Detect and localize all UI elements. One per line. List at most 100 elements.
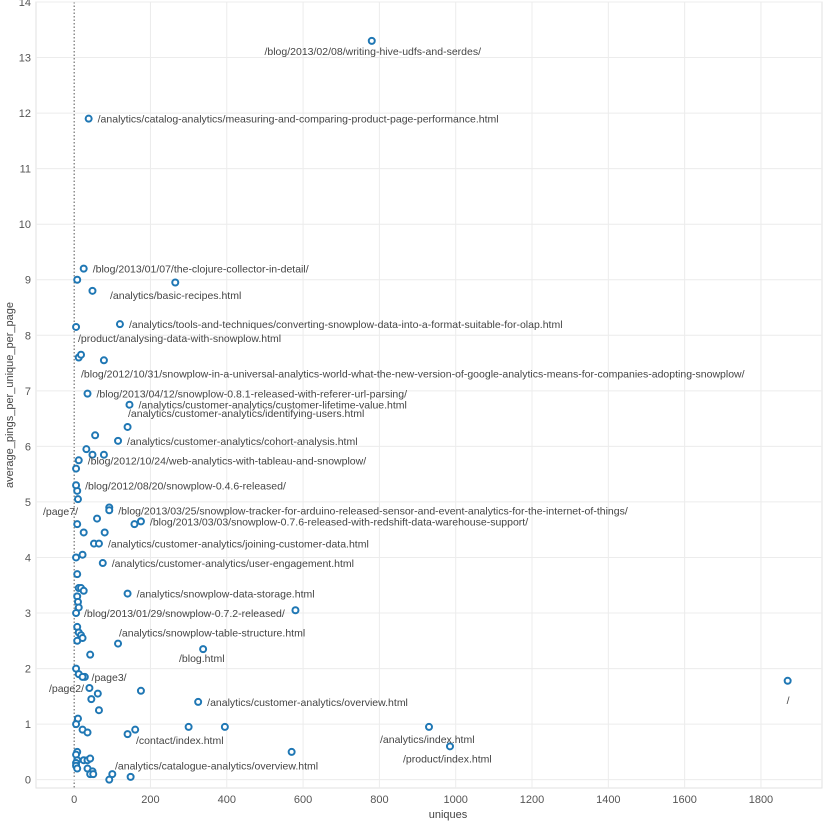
y-tick-label: 12 (19, 108, 31, 120)
data-point (73, 495, 82, 504)
data-point (220, 722, 229, 731)
data-point (126, 772, 135, 781)
data-point (94, 539, 103, 548)
data-point (93, 689, 102, 698)
data-point (123, 589, 132, 598)
data-point (72, 322, 81, 331)
data-point (194, 697, 203, 706)
data-point (72, 553, 81, 562)
data-point (99, 356, 108, 365)
data-point (72, 481, 81, 490)
point-label: /blog/2013/04/12/snowplow-0.8.1-released… (97, 389, 408, 401)
data-point (73, 520, 82, 529)
data-point (171, 278, 180, 287)
y-tick-label: 8 (25, 330, 31, 342)
x-tick-label: 1000 (443, 794, 467, 806)
point-label: /page2/ (49, 683, 84, 695)
point-label: /analytics/customer-analytics/customer-l… (138, 400, 406, 412)
point-label: /analytics/catalogue-analytics/overview.… (115, 761, 318, 773)
y-axis-title: average_pings_per_unique_per_page (4, 302, 16, 488)
x-tick-label: 1800 (749, 794, 773, 806)
data-point (86, 650, 95, 659)
data-point (184, 722, 193, 731)
data-point (136, 517, 145, 526)
point-label: /analytics/snowplow-data-storage.html (137, 589, 315, 601)
y-tick-label: 4 (25, 552, 31, 564)
data-point (105, 775, 114, 784)
y-tick-label: 10 (19, 219, 31, 231)
data-point (79, 528, 88, 537)
point-label: /page3/ (92, 672, 127, 684)
data-point (130, 520, 139, 529)
data-point (114, 639, 123, 648)
gridlines (35, 1, 823, 789)
point-label: /analytics/tools-and-techniques/converti… (129, 319, 563, 331)
point-label: /blog.html (179, 653, 225, 665)
data-point (89, 770, 98, 779)
data-point (98, 559, 107, 568)
y-tick-label: 3 (25, 608, 31, 620)
point-label: /blog/2013/01/29/snowplow-0.7.2-released… (84, 608, 285, 620)
point-label: /blog/2012/10/31/snowplow-in-a-universal… (81, 368, 745, 380)
data-point (115, 320, 124, 329)
data-point (445, 742, 454, 751)
y-tick-label: 7 (25, 386, 31, 398)
data-point (78, 550, 87, 559)
y-tick-label: 5 (25, 497, 31, 509)
data-point (88, 286, 97, 295)
data-point (123, 422, 132, 431)
data-point (131, 725, 140, 734)
point-label: /product/analysing-data-with-snowplow.ht… (78, 333, 281, 345)
data-point (79, 586, 88, 595)
data-point (100, 528, 109, 537)
data-point (83, 389, 92, 398)
data-point (114, 436, 123, 445)
data-point (88, 450, 97, 459)
data-point (84, 114, 93, 123)
x-tick-label: 600 (294, 794, 312, 806)
data-point (83, 728, 92, 737)
data-point (105, 506, 114, 515)
point-label: /blog/2012/10/24/web-analytics-with-tabl… (88, 455, 366, 467)
data-point (93, 514, 102, 523)
data-point (72, 464, 81, 473)
point-label: /analytics/catalog-analytics/measuring-a… (98, 114, 499, 126)
x-tick-label: 400 (218, 794, 236, 806)
tick-labels: 0 200 400 600 800 1000 1200 1400 1600 18000123456… (19, 0, 773, 806)
data-point (82, 445, 91, 454)
data-point (73, 570, 82, 579)
data-point (94, 706, 103, 715)
data-point (783, 676, 792, 685)
data-point (72, 720, 81, 729)
y-tick-label: 1 (25, 719, 31, 731)
point-label: /page7/ (43, 506, 78, 518)
data-point (86, 754, 95, 763)
y-tick-label: 0 (25, 775, 31, 787)
data-point (125, 400, 134, 409)
point-label: /analytics/basic-recipes.html (110, 290, 241, 302)
data-point (287, 747, 296, 756)
y-tick-label: 2 (25, 664, 31, 676)
point-label: /analytics/index.html (380, 734, 475, 746)
point-label: /blog/2013/02/08/writing-hive-udfs-and-s… (264, 46, 481, 58)
data-point (77, 350, 86, 359)
data-point (123, 730, 132, 739)
x-tick-label: 0 (71, 794, 77, 806)
data-point (74, 456, 83, 465)
data-point (136, 686, 145, 695)
x-tick-label: 1200 (520, 794, 544, 806)
data-point (291, 606, 300, 615)
data-point (72, 609, 81, 618)
point-label: /analytics/customer-analytics/user-engag… (112, 558, 354, 570)
data-point (73, 636, 82, 645)
point-label: /analytics/customer-analytics/joining-cu… (108, 539, 369, 551)
data-point (73, 764, 82, 773)
point-label: /analytics/customer-analytics/overview.h… (207, 697, 408, 709)
data-point (78, 672, 87, 681)
point-label: /analytics/customer-analytics/identifyin… (128, 408, 364, 420)
data-point (73, 275, 82, 284)
data-point (425, 722, 433, 731)
point-label: /blog/2013/03/03/snowplow-0.7.6-released… (150, 516, 528, 528)
data-point (199, 645, 208, 654)
data-point (91, 431, 100, 440)
